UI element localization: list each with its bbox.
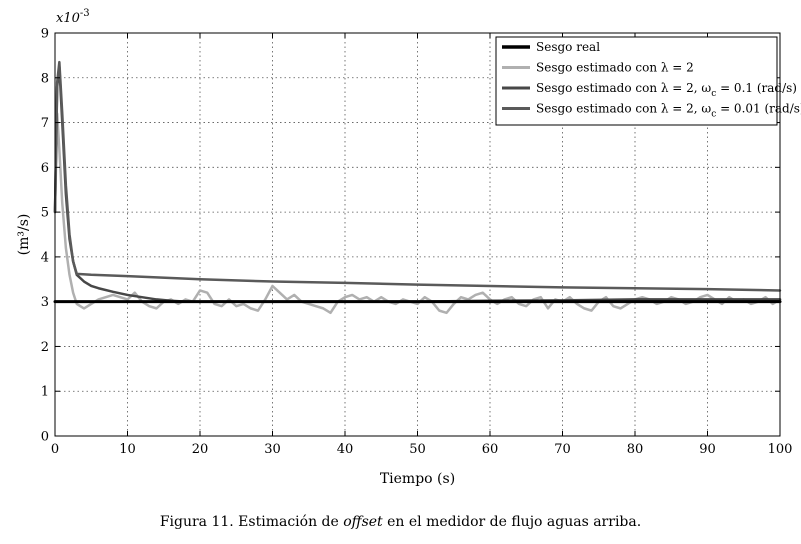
y-tick-label: 0 — [41, 430, 49, 445]
x-ticks: 0 10 20 30 40 50 60 70 80 90 100 — [51, 33, 793, 457]
legend-box — [495, 36, 778, 126]
y-tick-label: 8 — [41, 71, 49, 86]
x-tick-label: 90 — [699, 442, 716, 457]
series-line-4 — [53, 60, 782, 292]
figure-caption: Figura 11. Estimación de offset en el me… — [0, 514, 801, 530]
y-tick-label: 1 — [41, 385, 49, 400]
legend-label: Sesgo estimado con λ = 2, ωc = 0.1 (rad/… — [536, 81, 797, 99]
caption-italic: offset — [343, 514, 383, 530]
y-tick-label: 2 — [41, 340, 49, 355]
x-tick-label: 100 — [768, 442, 793, 457]
y-tick-label: 6 — [41, 161, 49, 176]
x-tick-label: 30 — [264, 442, 281, 457]
x-tick-label: 20 — [192, 442, 209, 457]
x-tick-label: 70 — [554, 442, 571, 457]
x-tick-label: 50 — [409, 442, 426, 457]
y-multiplier: x10-3 — [56, 8, 90, 26]
x-tick-label: 80 — [627, 442, 644, 457]
y-tick-label: 9 — [41, 27, 49, 42]
x-tick-label: 0 — [51, 442, 59, 457]
x-tick-label: 60 — [482, 442, 499, 457]
legend-label: Sesgo estimado con λ = 2, ωc = 0.01 (rad… — [536, 102, 801, 120]
x-axis-label: Tiempo (s) — [380, 471, 455, 487]
y-tick-label: 5 — [41, 206, 49, 221]
legend-label: Sesgo real — [536, 40, 600, 54]
legend: Sesgo real Sesgo estimado con λ = 2 Sesgo … — [495, 36, 801, 126]
caption-prefix: Figura 11. Estimación de — [159, 514, 344, 530]
y-ticks: 0 1 2 3 4 5 6 7 8 9 — [41, 27, 780, 445]
y-tick-label: 3 — [41, 295, 49, 310]
y-tick-label: 7 — [41, 116, 49, 131]
x-tick-label: 40 — [337, 442, 354, 457]
series-group — [53, 60, 782, 315]
legend-label: Sesgo estimado con λ = 2 — [536, 61, 694, 75]
y-tick-label: 4 — [41, 250, 49, 265]
caption-suffix: en el medidor de flujo aguas arriba. — [382, 514, 642, 530]
x-tick-label: 10 — [119, 442, 136, 457]
y-axis-label: (m³/s) — [16, 214, 32, 256]
